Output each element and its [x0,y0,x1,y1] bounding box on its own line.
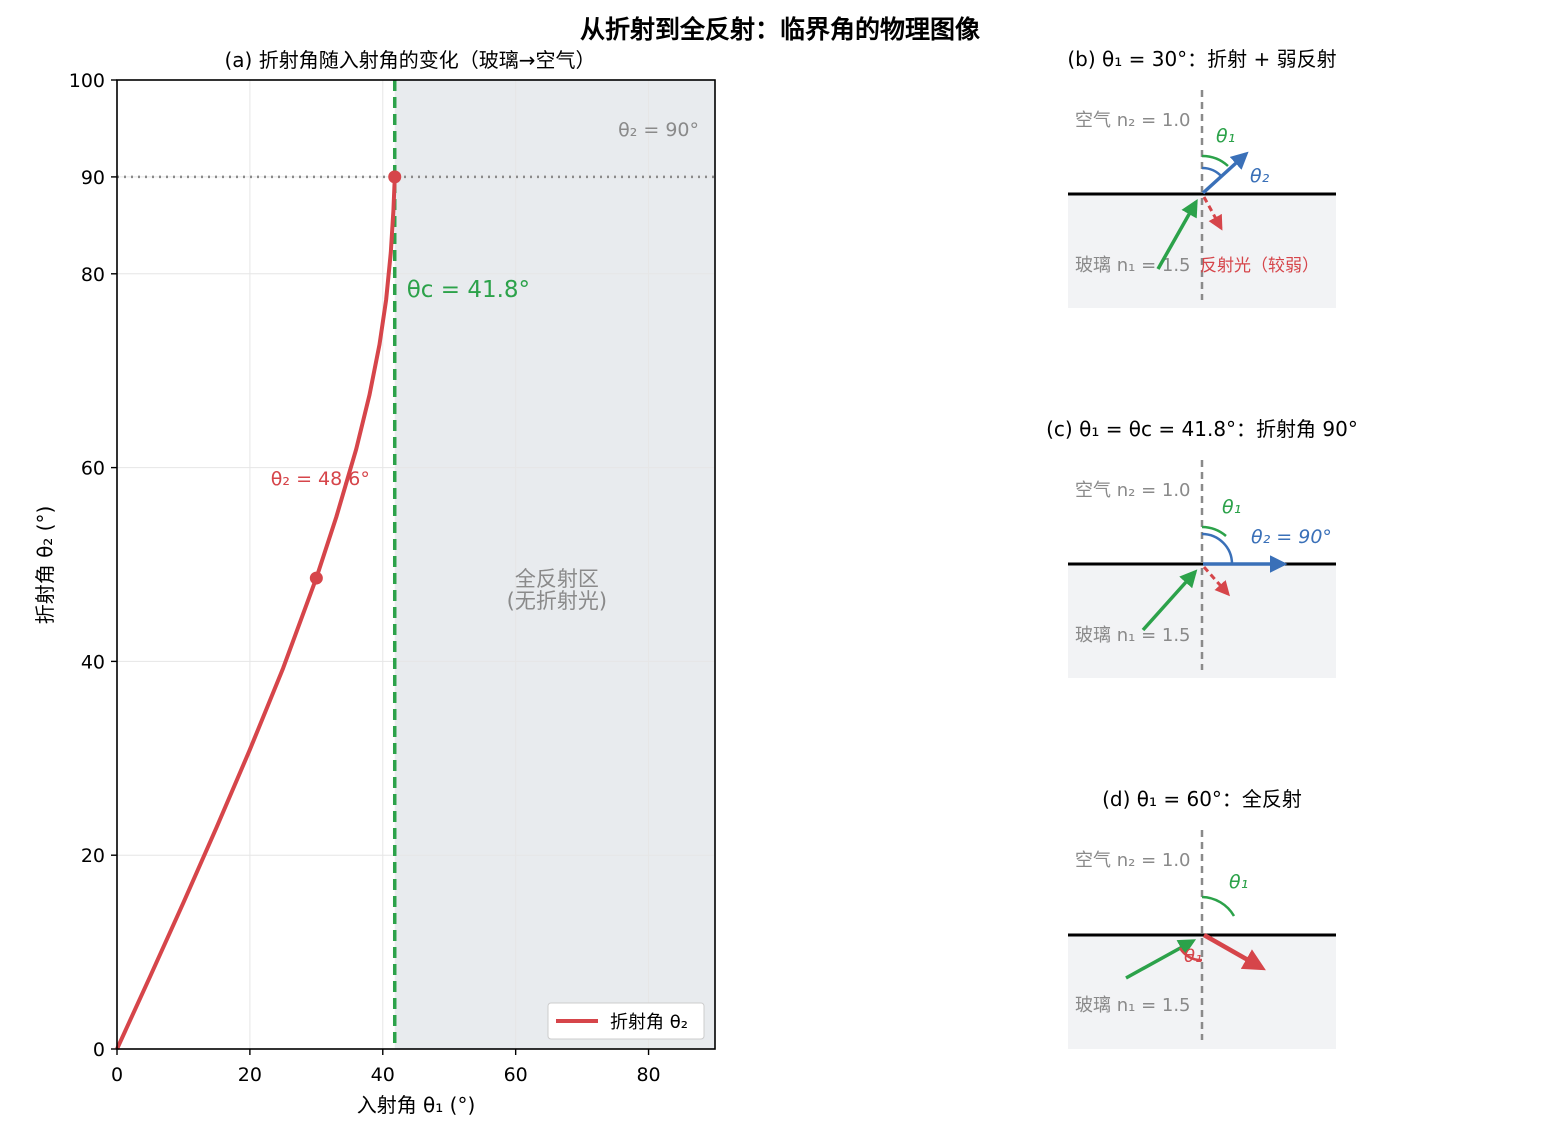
theta1-arc [1201,895,1236,917]
theta2-90-label: θ₂ = 90° [618,119,699,141]
refraction-curve [115,176,397,1050]
reflected-ray [1202,933,1266,971]
chart-annotations: θc = 41.8° θ₂ = 90° θ₂ = 48.6° 全反射区(无折射光) [271,119,699,613]
incident-ray [1156,198,1198,270]
y-axis-label: 折射角 θ₂ (°) [33,506,57,625]
marker-label: θ₂ = 48.6° [271,468,370,490]
x-tick-label: 0 [111,1064,123,1086]
refraction-angle-chart: (a) 折射角随入射角的变化（玻璃→空气） 0 20 40 60 80 0 20 40 60 80… [33,48,716,1117]
theta2-arc [1201,532,1234,565]
reflected-label: 反射光（较弱） [1200,256,1319,276]
y-tick-label: 60 [81,458,105,480]
glass-label: 玻璃 n₁ = 1.5 [1075,255,1191,276]
theta2-label: θ₂ [1250,165,1270,187]
air-label: 空气 n₂ = 1.0 [1075,480,1191,501]
theta1-label: θ₁ [1229,871,1248,893]
incident-ray [1141,569,1198,632]
tir-region-label: 全反射区 [515,567,599,591]
panel-d-title: (d) θ₁ = 60°：全反射 [1102,787,1302,811]
plot-frame [116,79,716,1050]
panel-c-diagram: (c) θ₁ = θc = 41.8°：折射角 90° 空气 n₂ = 1.0 … [1046,417,1358,678]
theta1-label: θ₁ [1216,125,1235,147]
panel-b-diagram: (b) θ₁ = 30°：折射 + 弱反射 空气 n₂ = 1.0 玻璃 n₁ … [1067,47,1337,308]
figure-title: 从折射到全反射：临界角的物理图像 [580,15,980,44]
y-tick-label: 90 [81,167,105,189]
reference-lines [117,80,715,1049]
air-label: 空气 n₂ = 1.0 [1075,110,1191,131]
theta2-arc [1201,166,1223,178]
axis-ticks: 0 20 40 60 80 0 20 40 60 80 90 100 [69,70,661,1086]
reflected-ray [1202,196,1223,231]
theta1-label: θ₁ [1222,496,1241,518]
x-tick-label: 80 [636,1064,660,1086]
legend-entry: 折射角 θ₂ [610,1012,688,1033]
refracted-ray [1201,151,1249,195]
y-tick-label: 0 [93,1039,105,1061]
panel-d-diagram: (d) θ₁ = 60°：全反射 空气 n₂ = 1.0 玻璃 n₁ = 1.5… [1068,787,1336,1049]
chart-frame [116,79,716,1050]
panel-c-title: (c) θ₁ = θc = 41.8°：折射角 90° [1046,417,1358,441]
legend-box [547,1002,705,1040]
y-tick-label: 100 [69,70,105,92]
theta1-arc [1201,154,1229,167]
theta1-arc [1201,525,1227,537]
tir-shaded-region [394,80,715,1049]
tir-region-fill [394,80,715,1049]
x-tick-label: 60 [504,1064,528,1086]
panel-b-title: (b) θ₁ = 30°：折射 + 弱反射 [1067,47,1336,71]
chart-legend: 折射角 θ₂ [547,1002,705,1040]
x-tick-label: 20 [238,1064,262,1086]
critical-angle-label: θc = 41.8° [407,277,530,303]
x-axis-label: 入射角 θ₁ (°) [357,1093,476,1117]
glass-label: 玻璃 n₁ = 1.5 [1075,995,1191,1016]
air-label: 空气 n₂ = 1.0 [1075,850,1191,871]
theta1r-label: θ₁ [1184,946,1202,967]
y-tick-label: 20 [81,845,105,867]
y-tick-label: 80 [81,264,105,286]
highlight-marker [388,170,402,184]
tir-region-sublabel: (无折射光) [507,589,607,613]
highlight-marker [309,571,323,585]
glass-label: 玻璃 n₁ = 1.5 [1075,625,1191,646]
series-layer [115,170,402,1050]
theta2-label: θ₂ = 90° [1251,526,1332,548]
chart-title: (a) 折射角随入射角的变化（玻璃→空气） [225,48,596,72]
reflected-ray [1202,566,1230,597]
incident-ray [1125,939,1197,980]
y-tick-label: 40 [81,651,105,673]
theta1r-arc [1178,947,1203,962]
x-tick-label: 40 [371,1064,395,1086]
